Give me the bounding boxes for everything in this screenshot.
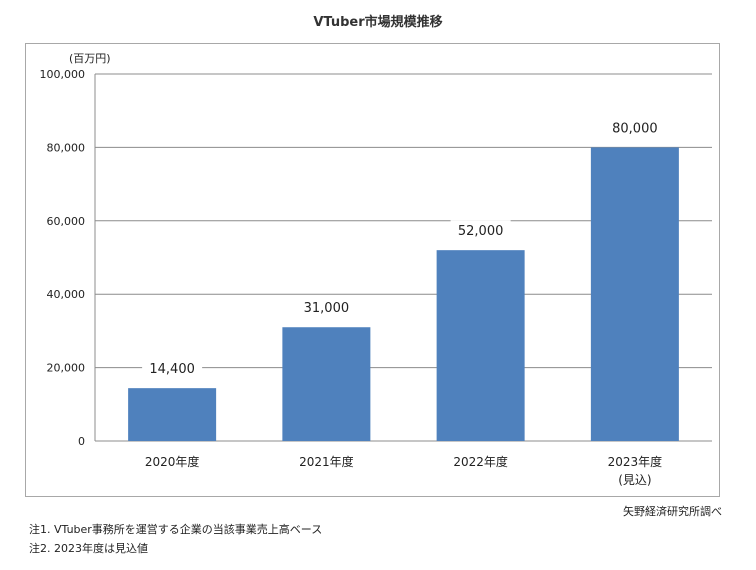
- footnote-2: 注2. 2023年度は見込値: [29, 542, 148, 555]
- x-tick-label: 2022年度: [453, 454, 508, 469]
- footnotes: 注1. VTuber事務所を運営する企業の当該事業売上高ベース 注2. 2023…: [29, 520, 322, 558]
- y-tick-label: 100,000: [40, 68, 86, 81]
- data-label-background: [296, 297, 357, 318]
- y-tick-label: 0: [78, 435, 85, 448]
- bar: [436, 250, 525, 441]
- y-tick-label: 80,000: [47, 141, 86, 154]
- data-label: 14,400: [149, 362, 195, 377]
- x-tick-label: 2021年度: [299, 454, 354, 469]
- source-credit: 矢野経済研究所調べ: [623, 505, 722, 518]
- y-axis-unit-label: (百万円): [69, 52, 111, 65]
- bar: [590, 147, 679, 441]
- footnote-1: 注1. VTuber事務所を運営する企業の当該事業売上高ベース: [29, 523, 323, 536]
- chart-title: VTuber市場規模推移: [313, 15, 443, 30]
- y-tick-label: 60,000: [47, 215, 86, 228]
- bar: [282, 327, 371, 441]
- data-label-background: [604, 117, 665, 138]
- data-label-background: [142, 358, 203, 379]
- data-label: 80,000: [612, 121, 658, 136]
- y-tick-label: 40,000: [47, 288, 86, 301]
- data-label: 31,000: [304, 301, 350, 316]
- x-tick-label: 2023年度: [608, 454, 663, 469]
- bar-chart: (百万円) 0 20,000 40,000 60,000 80,000 100,000 14,…: [40, 52, 712, 487]
- chart-area: (百万円) 0 20,000 40,000 60,000 80,000 100,000 14,…: [25, 43, 720, 497]
- bar: [128, 388, 217, 441]
- x-tick-label: 2020年度: [145, 454, 200, 469]
- y-tick-label: 20,000: [47, 362, 86, 375]
- data-label: 52,000: [458, 224, 504, 239]
- x-tick-sublabel: (見込): [618, 473, 651, 487]
- data-label-background: [450, 220, 511, 241]
